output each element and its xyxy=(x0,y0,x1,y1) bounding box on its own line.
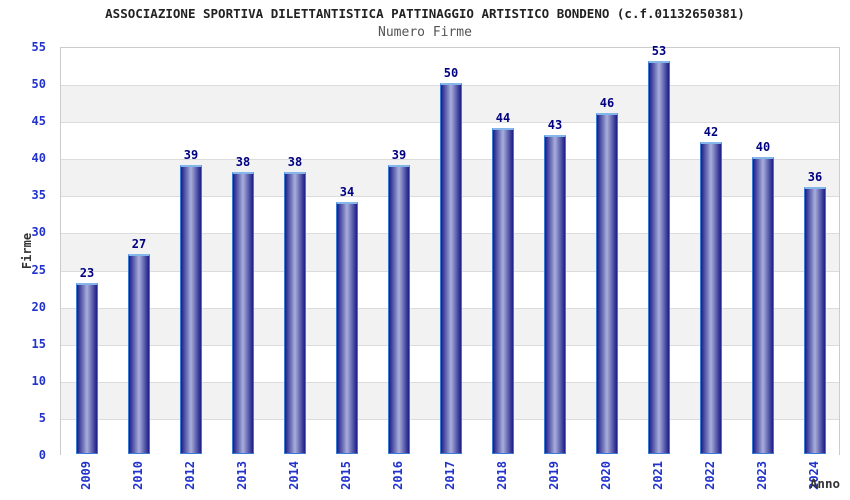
bar-value-label: 44 xyxy=(495,110,511,125)
bar-value-label: 27 xyxy=(131,236,147,251)
x-tick-label: 2012 xyxy=(183,461,197,490)
bar-value-label: 39 xyxy=(391,147,407,162)
bar xyxy=(336,201,358,454)
x-axis-title: Anno xyxy=(809,476,840,491)
bar xyxy=(440,83,462,454)
x-tick-label: 2016 xyxy=(391,461,405,490)
bar xyxy=(544,135,566,454)
bar-value-label: 38 xyxy=(235,155,251,170)
y-tick-label: 30 xyxy=(31,225,46,240)
x-tick-label: 2010 xyxy=(131,461,145,490)
bar xyxy=(648,60,670,454)
y-tick-label: 55 xyxy=(31,40,46,54)
bar-value-label: 38 xyxy=(287,155,303,170)
bar-value-label: 53 xyxy=(651,43,667,58)
x-axis: 2009 2010 2012 2013 2014 2015 2016 2017 2018 2019… xyxy=(60,461,840,500)
bar xyxy=(180,164,202,454)
bar xyxy=(804,186,826,454)
bar xyxy=(752,157,774,454)
x-tick-label: 2023 xyxy=(755,461,769,490)
bar-value-label: 46 xyxy=(599,95,615,110)
chart-subtitle: Numero Firme xyxy=(378,25,472,40)
y-tick-label: 50 xyxy=(31,77,46,92)
bar xyxy=(284,172,306,454)
y-tick-label: 0 xyxy=(38,448,46,462)
x-tick-label: 2022 xyxy=(703,461,717,490)
y-tick-label: 10 xyxy=(31,373,46,388)
x-tick-label: 2019 xyxy=(547,461,561,490)
x-tick-label: 2021 xyxy=(651,461,665,490)
bar xyxy=(128,253,150,454)
x-tick-label: 2017 xyxy=(443,461,457,490)
y-tick-label: 15 xyxy=(31,336,46,351)
y-tick-label: 40 xyxy=(31,151,46,166)
chart-title: ASSOCIAZIONE SPORTIVA DILETTANTISTICA PA… xyxy=(105,6,745,21)
y-tick-label: 20 xyxy=(31,299,46,314)
x-tick-label: 2015 xyxy=(339,461,353,490)
y-tick-label: 25 xyxy=(31,262,46,277)
x-tick-label: 2009 xyxy=(79,461,93,490)
y-tick-label: 45 xyxy=(31,114,46,129)
bar-value-label: 36 xyxy=(807,169,823,184)
bar xyxy=(388,164,410,454)
x-tick-label: 2020 xyxy=(599,461,613,490)
x-tick-label: 2013 xyxy=(235,461,249,490)
bar-value-label: 42 xyxy=(703,125,719,140)
bar-value-label: 34 xyxy=(339,184,355,199)
bar xyxy=(700,142,722,454)
x-tick-label: 2018 xyxy=(495,461,509,490)
y-tick-label: 5 xyxy=(38,410,46,425)
bar-value-label: 23 xyxy=(79,266,95,281)
bar xyxy=(76,283,98,454)
bar-value-label: 50 xyxy=(443,66,459,81)
plot-band xyxy=(61,48,839,86)
plot-area: 23 27 39 38 38 34 39 50 44 43 46 53 42 40 36 xyxy=(60,43,840,456)
bar-value-label: 43 xyxy=(547,118,563,133)
bar-value-label: 39 xyxy=(183,147,199,162)
bar xyxy=(596,112,618,454)
bar xyxy=(232,172,254,454)
x-tick-label: 2014 xyxy=(287,461,301,490)
y-tick-label: 35 xyxy=(31,188,46,203)
bar xyxy=(492,127,514,454)
y-axis: 0 5 10 15 20 25 30 35 40 45 50 55 xyxy=(0,40,54,462)
bar-value-label: 40 xyxy=(755,140,771,155)
